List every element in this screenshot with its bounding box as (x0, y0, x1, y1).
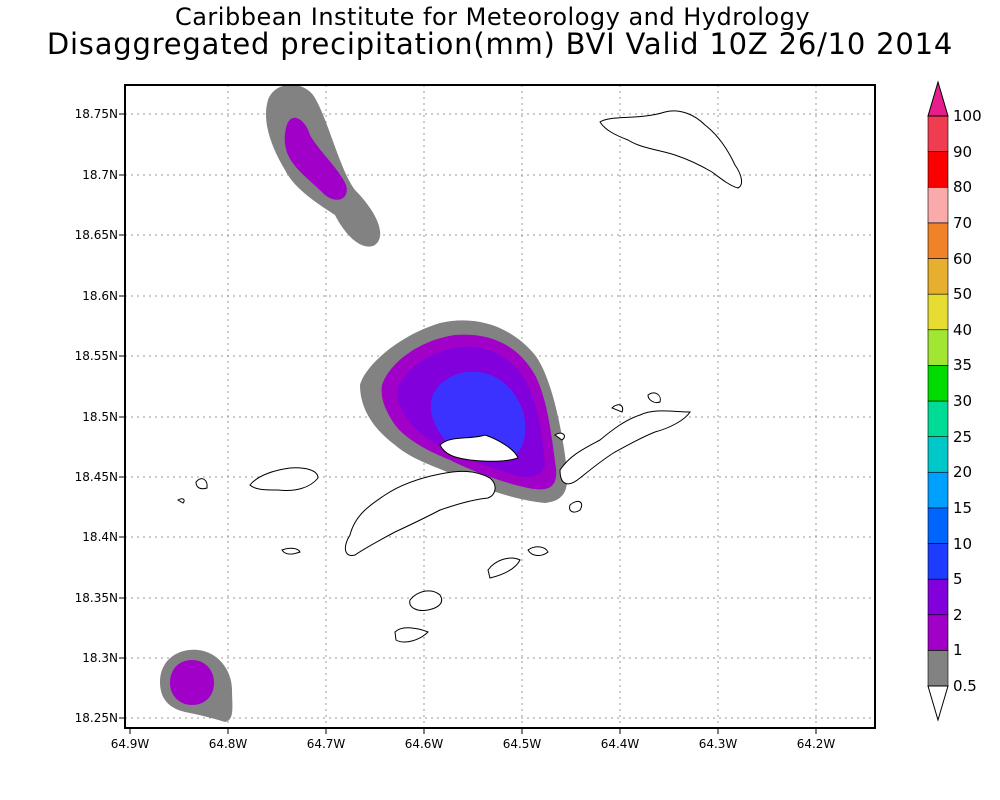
colorbar-segment (927, 258, 949, 295)
colorbar-label: 5 (953, 570, 963, 589)
lon-tick-label: 64.9W (110, 737, 150, 751)
lon-tick-label: 64.3W (698, 737, 738, 751)
colorbar-segment (927, 186, 949, 224)
lat-tick-label: 18.7N (82, 168, 118, 182)
colorbar-label: 90 (953, 142, 973, 161)
colorbar-label: 70 (953, 213, 973, 232)
colorbar-segment (927, 329, 949, 366)
lon-tick-label: 64.4W (600, 737, 640, 751)
lon-tick-label: 64.7W (306, 737, 346, 751)
lat-tick-label: 18.35N (74, 591, 118, 605)
colorbar-segment (927, 400, 949, 437)
colorbar-segment (927, 650, 949, 687)
colorbar-label: 30 (953, 392, 973, 410)
colorbar-segment (927, 365, 949, 402)
lat-tick-label: 18.3N (82, 651, 118, 665)
lon-tick-label: 64.5W (502, 737, 542, 751)
island-tortola (344, 470, 496, 557)
colorbar-label: 50 (953, 285, 973, 304)
map-title: Disaggregated precipitation(mm) BVI Vali… (46, 27, 954, 61)
colorbar-label: 1 (953, 641, 963, 660)
colorbar-segment (927, 293, 949, 331)
lat-tick-label: 18.5N (82, 410, 118, 424)
precip-area-northwest (265, 84, 381, 247)
islands-coastline (177, 110, 743, 643)
axis-ticks (119, 113, 817, 734)
island-norman (409, 590, 443, 611)
colorbar-segment (927, 222, 949, 259)
island-beef-island (439, 434, 519, 462)
lat-tick-label: 18.55N (74, 349, 118, 363)
colorbar-segment (927, 614, 949, 651)
colorbar-label: 25 (953, 427, 973, 446)
colorbar-label: 80 (953, 178, 973, 197)
lon-tick-label: 64.2W (796, 737, 836, 751)
map-grid (125, 85, 875, 728)
colorbar-label: 100 (953, 107, 982, 125)
colorbar-segment (927, 436, 949, 473)
colorbar-segment (927, 151, 949, 188)
lat-tick-label: 18.6N (82, 289, 118, 303)
colorbar (927, 80, 949, 722)
island-cooper (487, 557, 521, 579)
lat-tick-label: 18.4N (82, 530, 118, 544)
colorbar-label: 35 (953, 356, 973, 375)
island-peter (394, 627, 429, 643)
island-anegada (599, 110, 743, 189)
lon-tick-label: 64.6W (404, 737, 444, 751)
colorbar-under-triangle (927, 685, 949, 722)
lat-tick-label: 18.45N (74, 470, 118, 484)
colorbar-segment (927, 543, 949, 580)
lat-tick-label: 18.65N (74, 228, 118, 242)
precip-area-southwest (160, 649, 233, 722)
island-virgin-gorda (559, 410, 691, 485)
colorbar-over-triangle (927, 80, 949, 117)
colorbar-segment (927, 471, 949, 509)
colorbar-label: 0.5 (953, 677, 977, 695)
colorbar-label: 15 (953, 498, 973, 517)
colorbar-segment (927, 578, 949, 616)
colorbar-segment (927, 507, 949, 544)
island-jost-van-dyke (249, 467, 319, 491)
colorbar-label: 20 (953, 463, 973, 482)
institution-title: Caribbean Institute for Meteorology and … (174, 3, 811, 31)
colorbar-segment (927, 115, 949, 152)
colorbar-label: 2 (953, 605, 963, 624)
map-frame (124, 84, 876, 729)
island-salt (527, 546, 549, 556)
lat-tick-label: 18.75N (74, 107, 118, 121)
lon-tick-label: 64.8W (208, 737, 248, 751)
colorbar-label: 40 (953, 320, 973, 339)
colorbar-label: 60 (953, 249, 973, 268)
colorbar-label: 10 (953, 534, 973, 553)
lat-tick-label: 18.25N (74, 711, 118, 725)
